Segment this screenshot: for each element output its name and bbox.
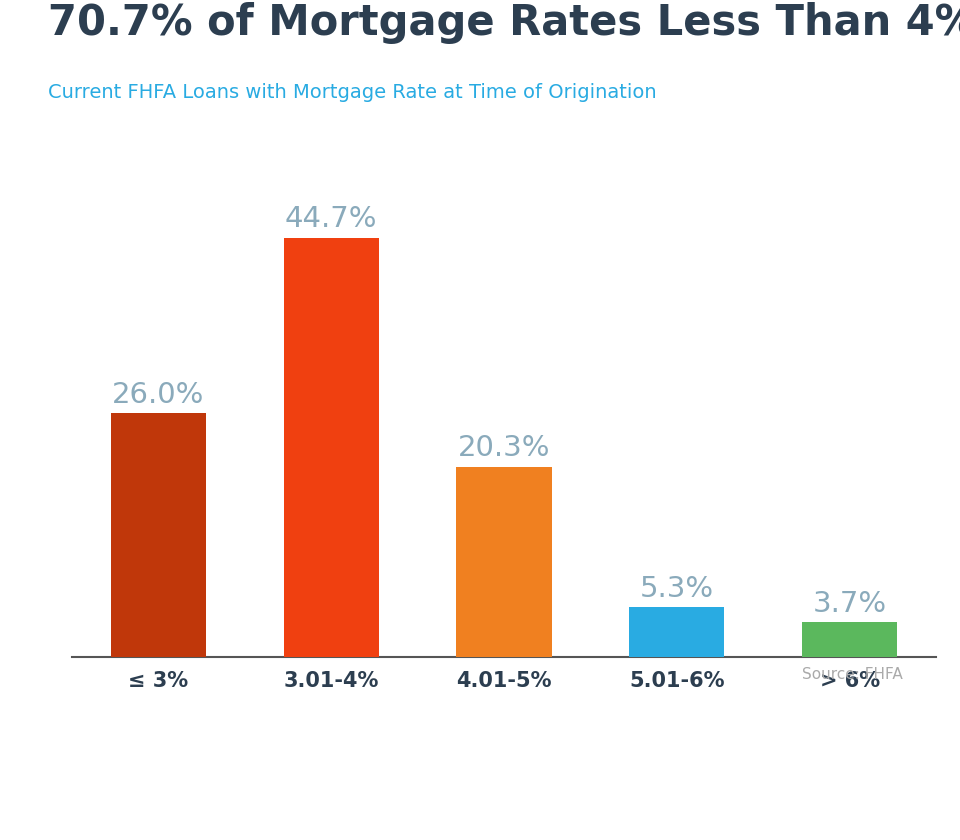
Bar <box>457 467 552 657</box>
Bar <box>110 413 206 657</box>
Text: 20.3%: 20.3% <box>458 434 550 462</box>
Text: Source: FHFA: Source: FHFA <box>802 667 902 682</box>
Bar <box>630 607 725 657</box>
Text: YourPerfectHomeGroup.com: YourPerfectHomeGroup.com <box>371 777 605 795</box>
Bar <box>130 699 230 827</box>
Text: C. Ray Brower: C. Ray Brower <box>254 731 396 749</box>
Text: 70.7% of Mortgage Rates Less Than 4%: 70.7% of Mortgage Rates Less Than 4% <box>48 2 960 44</box>
Bar <box>803 622 898 657</box>
Text: 44.7%: 44.7% <box>285 206 377 234</box>
Text: 26.0%: 26.0% <box>112 381 204 408</box>
Text: (209) 300-0311: (209) 300-0311 <box>475 731 605 749</box>
Text: Current FHFA Loans with Mortgage Rate at Time of Origination: Current FHFA Loans with Mortgage Rate at… <box>48 83 657 102</box>
Bar <box>284 238 378 657</box>
Text: 5.3%: 5.3% <box>639 575 714 602</box>
Text: Finding Your Perfect Home Brokered By eXp: Finding Your Perfect Home Brokered By eX… <box>254 777 616 795</box>
Text: 3.7%: 3.7% <box>812 590 887 617</box>
